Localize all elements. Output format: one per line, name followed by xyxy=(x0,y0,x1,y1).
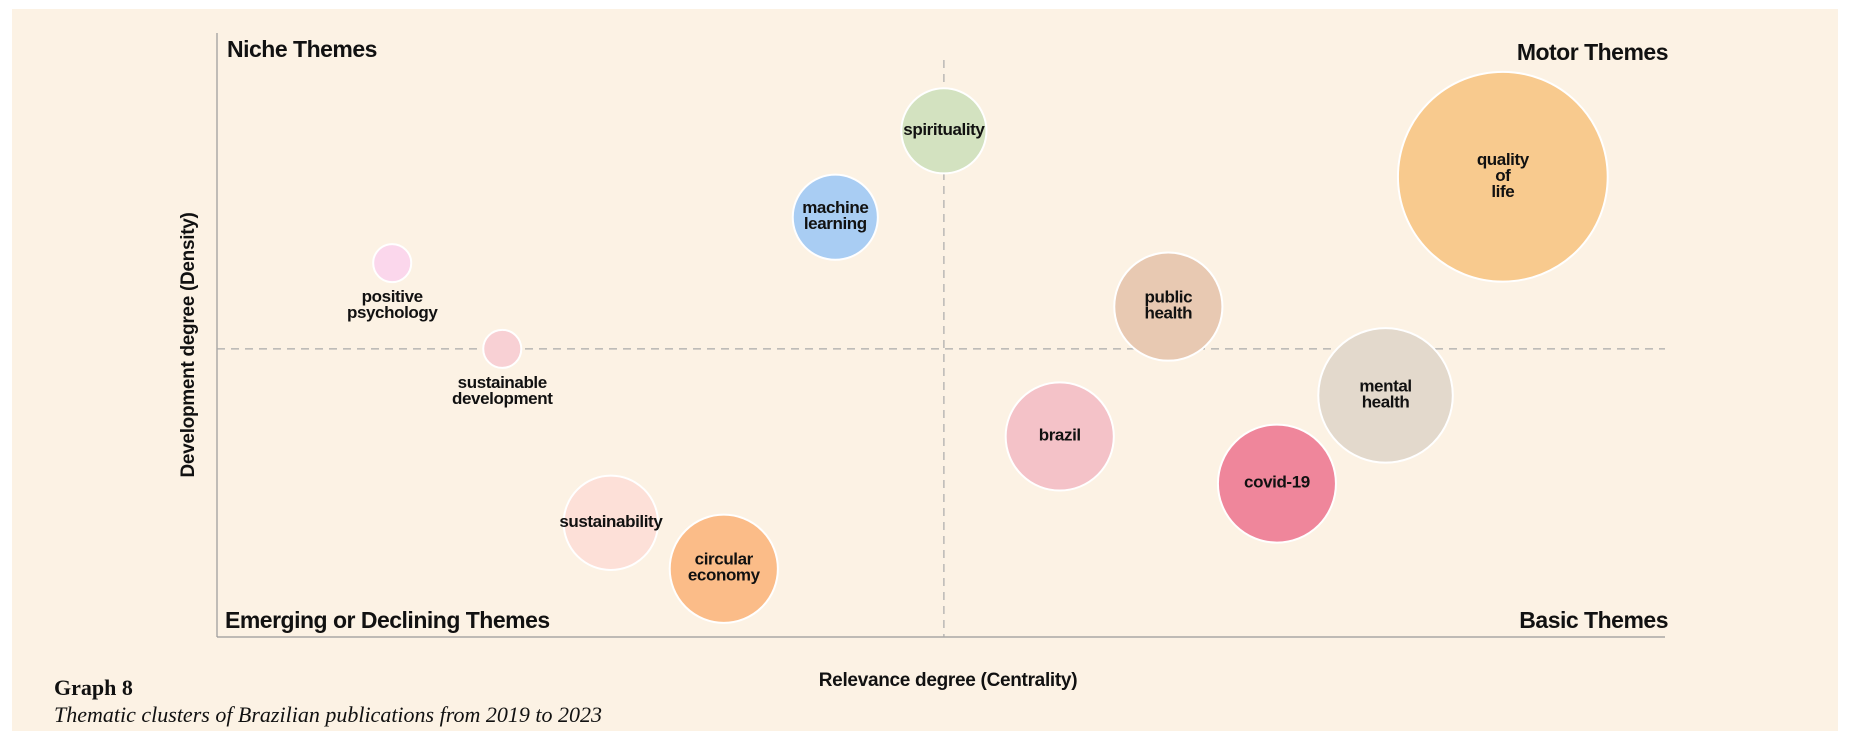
x-axis-label: Relevance degree (Centrality) xyxy=(819,670,1077,691)
bubble xyxy=(791,173,879,261)
bubble-label: sustainable development xyxy=(452,373,553,408)
bubble-label: spirituality xyxy=(903,120,985,139)
quadrant-label: Niche Themes xyxy=(227,36,377,62)
bubble xyxy=(1317,327,1454,464)
bubble xyxy=(1216,423,1337,544)
bubble xyxy=(1113,251,1224,362)
bubble-label: sustainability xyxy=(559,512,663,531)
quadrant-label: Emerging or Declining Themes xyxy=(225,607,550,633)
quadrant-label: Basic Themes xyxy=(1519,607,1668,633)
bubble xyxy=(482,328,523,369)
bubble-label: circular economy xyxy=(688,550,761,585)
bubble-label: quality of life xyxy=(1477,150,1530,201)
quadrant-label: Motor Themes xyxy=(1517,39,1668,65)
subtitle: Thematic clusters of Brazilian publicati… xyxy=(54,702,602,727)
bubble-label: brazil xyxy=(1039,426,1081,445)
bubble-label: public health xyxy=(1145,288,1193,323)
bubble-label: positive psychology xyxy=(347,288,438,323)
y-axis-label: Development degree (Density) xyxy=(178,212,199,477)
bubble xyxy=(668,513,779,624)
bubble xyxy=(1004,381,1115,492)
bubble-label: covid-19 xyxy=(1244,473,1310,492)
bubble xyxy=(900,87,988,175)
bubble xyxy=(1396,70,1609,283)
bubble-label: mental health xyxy=(1359,377,1411,412)
bubble xyxy=(562,474,660,572)
bubble-label: machine learning xyxy=(802,199,868,234)
bubble xyxy=(372,243,413,284)
caption: Graph 8 xyxy=(54,675,133,700)
